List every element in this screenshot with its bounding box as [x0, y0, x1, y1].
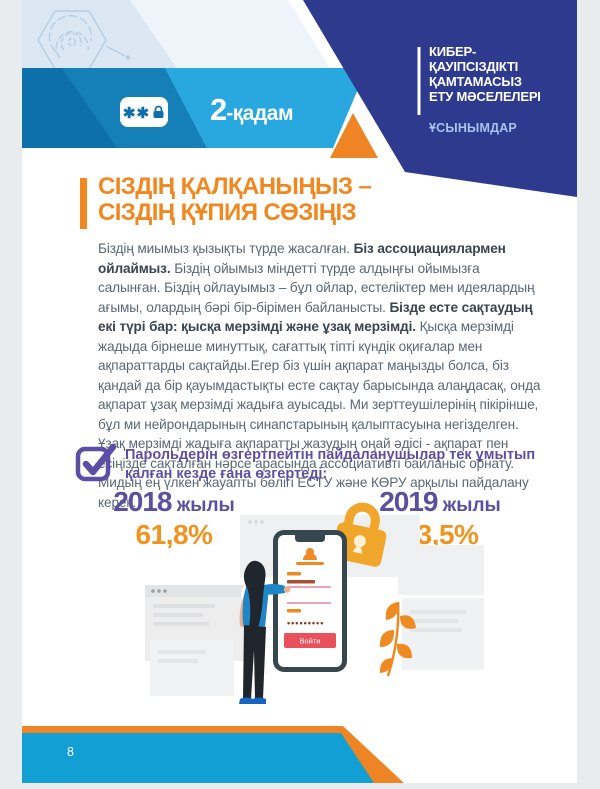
- footer-blue-band: [22, 733, 374, 783]
- header-pale-shape-light: [130, 0, 330, 68]
- stat-year: 2019: [379, 486, 438, 517]
- body-paragraph: Біздің миымыз қызықты түрде жасалған. Бі…: [98, 239, 542, 512]
- stat-year-suffix: жылы: [171, 495, 235, 516]
- stat-year: 2018: [113, 486, 172, 517]
- background-windows: [145, 515, 484, 696]
- page-number: 8: [67, 745, 74, 759]
- topic-line: КИБЕР-: [429, 44, 477, 59]
- stat-value: 61,8%: [135, 519, 213, 550]
- topic-title: КИБЕР- ҚАУІПСІЗДІКТІ ҚАМТАМАСЫЗ ЕТУ МӘСЕ…: [429, 44, 541, 104]
- password-dots: •••••••••: [287, 618, 324, 628]
- login-form: ••••••••• Войти: [284, 548, 336, 648]
- page-title: СІЗДІҢ ҚАЛҚАНЫҢЫЗ – СІЗДІҢ ҚҰПИЯ СӨЗІҢІЗ: [98, 174, 518, 226]
- body-segment: Бізде есте сақтаудың екі түрі бар: қысқа…: [98, 299, 533, 335]
- recommendations-badge: ҰСЫНЫМДАР: [429, 121, 517, 135]
- callout-text: Парольдерін өзгертпейтін пайдаланушылар …: [125, 447, 536, 482]
- header-decoration: [22, 0, 577, 197]
- stat-year-label: 2019 жылы: [360, 486, 520, 518]
- title-accent-bar: [80, 178, 87, 229]
- body-segment: Біз ассоциациялармен ойлаймыз.: [98, 241, 506, 276]
- document-page: ✱✱ 2-қадам КИБЕР- ҚАУІПСІЗДІКТІ ҚАМТАМАС…: [22, 0, 577, 783]
- phone-notch: [295, 535, 325, 542]
- stat-year-label: 2018 жылы: [94, 486, 254, 518]
- woman-figure: [239, 560, 291, 704]
- password-stars: ✱✱: [122, 105, 151, 122]
- step-label: 2-қадам: [210, 92, 340, 128]
- header-pale-shape: [22, 0, 177, 68]
- phone-login-illustration: ••••••••• Войти: [145, 502, 484, 704]
- topic-line: ҚАМТАМАСЫЗ: [429, 74, 522, 89]
- stat-year-suffix: жылы: [437, 495, 501, 516]
- leaf-decoration: [379, 601, 416, 677]
- smartphone: ••••••••• Войти: [273, 530, 347, 672]
- topic-line: ЕТУ МӘСЕЛЕЛЕРІ: [429, 89, 541, 104]
- checkbox-check-icon: [75, 443, 117, 482]
- footer-band: [22, 726, 404, 783]
- page-title-line: СІЗДІҢ ҚҰПИЯ СӨЗІҢІЗ: [98, 199, 357, 226]
- orange-triangle: [330, 113, 378, 158]
- step-number: 2: [210, 92, 227, 127]
- page-title-line: СІЗДІҢ ҚАЛҚАНЫҢЫЗ –: [98, 173, 372, 200]
- step-suffix: -қадам: [226, 102, 293, 125]
- stat-2018: 2018 жылы 61,8%: [94, 486, 254, 551]
- body-segment: Біздің миымыз қызықты түрде жасалған.: [98, 241, 354, 256]
- banner-cyan-segment: [165, 68, 367, 148]
- login-button-label: Войти: [300, 637, 321, 646]
- body-segment: Біздің ойымыз міндетті түрде алдыңғы ойы…: [98, 260, 535, 315]
- login-button: [284, 633, 336, 648]
- padlock-icon: [153, 105, 164, 118]
- body-segment: Қысқа мерзімді жадыда бірнеше минуттық, …: [98, 319, 541, 510]
- password-chip: ✱✱: [120, 97, 168, 127]
- topic-line: ҚАУІПСІЗДІКТІ: [429, 59, 519, 74]
- navy-corner-box: [303, 0, 577, 197]
- navy-box-divider: [417, 47, 421, 115]
